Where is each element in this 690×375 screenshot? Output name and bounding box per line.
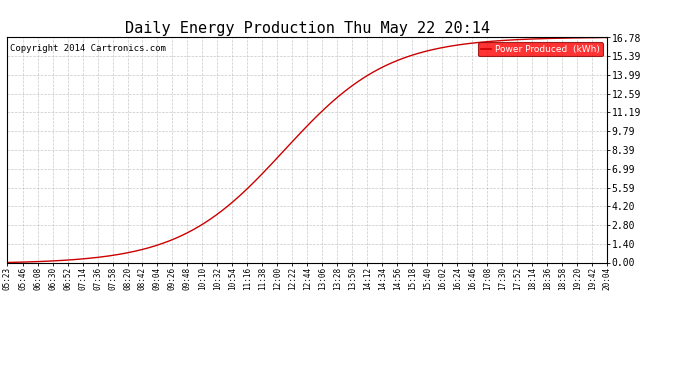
Title: Daily Energy Production Thu May 22 20:14: Daily Energy Production Thu May 22 20:14 — [125, 21, 489, 36]
Text: Copyright 2014 Cartronics.com: Copyright 2014 Cartronics.com — [10, 44, 166, 53]
Legend: Power Produced  (kWh): Power Produced (kWh) — [478, 42, 602, 56]
